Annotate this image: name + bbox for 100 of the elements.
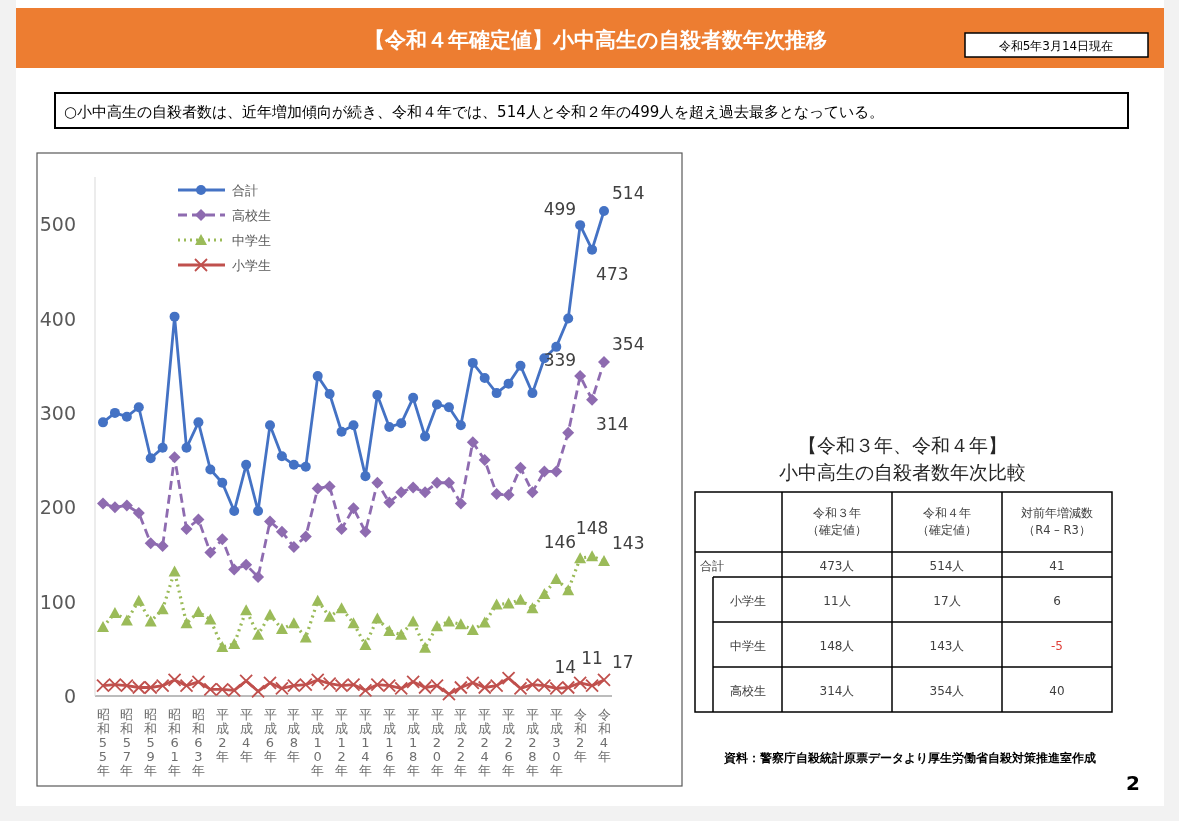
data-label: 148 xyxy=(575,518,609,539)
point xyxy=(406,674,421,689)
legend-label: 小学生 xyxy=(232,258,271,273)
text: -5 xyxy=(1051,638,1063,653)
text: 小学生 xyxy=(730,593,766,608)
point xyxy=(465,675,480,690)
point xyxy=(228,563,241,576)
point xyxy=(299,530,312,543)
text: 514人 xyxy=(929,558,965,573)
point xyxy=(287,617,300,629)
point xyxy=(108,501,121,514)
x-tick-label: 平成22年 xyxy=(454,707,468,778)
x-tick-label: 昭和61年 xyxy=(168,707,182,778)
x-tick-label: 平成18年 xyxy=(406,707,420,778)
point xyxy=(466,623,479,635)
x-tick-label: 平成14年 xyxy=(358,707,372,778)
point xyxy=(348,420,359,431)
point xyxy=(120,499,133,512)
legend-label: 中学生 xyxy=(232,233,271,248)
point xyxy=(490,488,503,501)
legend-label: 合計 xyxy=(232,183,258,198)
x-tick-label: 平成4年 xyxy=(239,707,253,764)
point xyxy=(563,313,574,324)
text: 41 xyxy=(1049,558,1065,573)
point xyxy=(455,420,466,431)
text: 【令和３年、令和４年】 xyxy=(797,434,1007,456)
point xyxy=(407,481,420,494)
point xyxy=(478,616,491,628)
point xyxy=(396,418,407,429)
point xyxy=(193,417,204,428)
point xyxy=(323,480,336,493)
point xyxy=(598,355,610,368)
x-tick-label: 平成30年 xyxy=(549,707,563,778)
point xyxy=(133,402,144,413)
point xyxy=(264,608,276,620)
point xyxy=(156,539,169,552)
point xyxy=(527,388,538,399)
point xyxy=(538,588,551,600)
y-tick-label: 0 xyxy=(63,685,76,707)
point xyxy=(156,603,169,615)
point xyxy=(335,522,348,535)
x-tick-label: 昭和57年 xyxy=(120,707,134,778)
point xyxy=(252,628,265,640)
x-tick-label: 平成10年 xyxy=(311,707,325,778)
x-tick-label: 昭和63年 xyxy=(191,707,205,778)
data-label: 11 xyxy=(581,647,603,668)
point xyxy=(169,311,180,322)
data-label: 17 xyxy=(612,651,634,672)
point xyxy=(253,506,264,517)
point xyxy=(168,451,181,464)
point xyxy=(502,597,515,609)
point xyxy=(453,680,468,695)
chart-title: 【令和４年確定値】小中高生の自殺者数年次推移 xyxy=(363,28,827,52)
text: 対前年増減数（R4 – R3） xyxy=(1021,506,1093,537)
point xyxy=(157,442,168,453)
point xyxy=(263,675,277,690)
point xyxy=(228,638,241,650)
point xyxy=(419,641,432,653)
point xyxy=(551,341,562,352)
point xyxy=(587,244,598,255)
point xyxy=(550,465,563,478)
point xyxy=(442,615,455,627)
point xyxy=(419,486,432,499)
point xyxy=(336,426,347,437)
point xyxy=(442,687,456,702)
data-label: 146 xyxy=(543,532,577,553)
point xyxy=(97,621,109,633)
point xyxy=(443,402,454,413)
text: 資料：警察庁自殺統計原票データより厚生労働省自殺対策推進室作成 xyxy=(723,751,1096,765)
text: 143人 xyxy=(929,638,965,653)
point xyxy=(574,370,587,383)
point xyxy=(239,674,254,688)
point xyxy=(168,565,181,577)
point xyxy=(145,453,156,464)
point xyxy=(598,555,610,567)
x-tick-label: 平成28年 xyxy=(525,707,539,778)
point xyxy=(599,205,609,216)
point xyxy=(372,389,383,400)
x-tick-label: 平成20年 xyxy=(430,707,444,778)
point xyxy=(347,617,360,629)
point xyxy=(312,371,323,382)
point xyxy=(420,431,431,442)
x-tick-label: 令和4年 xyxy=(597,707,611,764)
point xyxy=(299,631,312,643)
point xyxy=(288,459,299,470)
point xyxy=(181,442,192,453)
point xyxy=(575,220,586,231)
text: 2 xyxy=(1126,771,1140,795)
point xyxy=(514,593,527,605)
y-tick-label: 100 xyxy=(39,590,76,613)
text: 令和４年（確定値） xyxy=(917,506,977,537)
text: 6 xyxy=(1053,593,1061,608)
point xyxy=(240,604,253,616)
x-tick-label: 昭和59年 xyxy=(144,707,158,778)
point xyxy=(431,476,443,489)
point xyxy=(479,373,490,383)
point xyxy=(216,533,229,546)
y-tick-label: 300 xyxy=(39,401,76,424)
point xyxy=(432,399,442,410)
point xyxy=(586,550,599,562)
